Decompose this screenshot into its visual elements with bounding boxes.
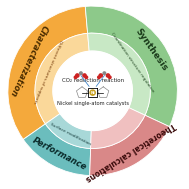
Text: Coordination structure regulation: Coordination structure regulation [110, 32, 155, 94]
Wedge shape [45, 114, 91, 149]
Wedge shape [91, 108, 145, 149]
Circle shape [99, 74, 102, 77]
Circle shape [76, 74, 79, 77]
Text: Ni: Ni [90, 91, 95, 95]
Text: CO₂ reduction reaction: CO₂ reduction reaction [62, 78, 124, 83]
Circle shape [83, 74, 86, 77]
Text: Theoretical calculations: Theoretical calculations [84, 120, 177, 183]
Circle shape [74, 76, 77, 79]
Text: Performance: Performance [31, 136, 88, 172]
Wedge shape [88, 33, 150, 115]
Circle shape [108, 76, 111, 79]
Wedge shape [23, 124, 91, 176]
Text: Synthesis: Synthesis [133, 27, 169, 73]
Wedge shape [35, 33, 89, 124]
Circle shape [103, 72, 106, 74]
Circle shape [53, 51, 132, 130]
Text: Surface modification: Surface modification [50, 122, 91, 146]
Wedge shape [90, 115, 169, 176]
Circle shape [85, 76, 88, 79]
Text: Different structures of supports: Different structures of supports [33, 40, 63, 104]
Circle shape [90, 90, 95, 95]
Text: Characterization: Characterization [8, 23, 49, 98]
Wedge shape [85, 6, 177, 127]
Circle shape [98, 76, 100, 79]
Wedge shape [8, 6, 88, 139]
Circle shape [80, 72, 82, 74]
Text: Nickel single-atom catalysts: Nickel single-atom catalysts [57, 101, 129, 106]
Circle shape [106, 74, 110, 77]
